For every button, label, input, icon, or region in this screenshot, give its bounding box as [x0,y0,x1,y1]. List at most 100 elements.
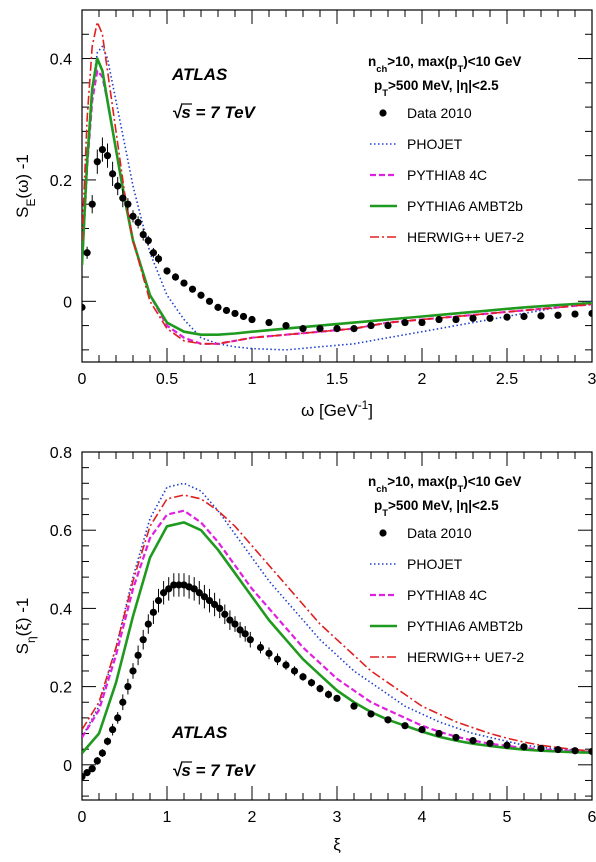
data-point [188,285,197,293]
data-point [134,218,142,227]
data-point [139,230,147,239]
data-point [503,741,511,749]
x-tick-label: 1 [248,371,257,388]
data-point [216,604,224,613]
data-point [401,722,409,730]
data-point [180,279,188,287]
data-point [401,318,409,327]
data-point [154,255,163,263]
legend-label: PYTHIA6 AMBT2b [407,198,523,214]
data-point [256,643,265,652]
data-point [231,309,239,318]
data-point [299,325,307,333]
legend-label: Data 2010 [407,525,472,541]
legend-cut-2: pT>500 MeV, |η|<2.5 [374,498,499,519]
x-tick-label: 0.5 [156,371,178,388]
data-point [103,152,112,160]
legend-label: HERWIG++ UE7-2 [407,649,524,665]
data-point [83,249,91,257]
data-point [273,655,282,663]
energy-label: √s = 7 TeV [172,103,257,122]
data-point [248,315,256,324]
data-point [299,673,307,681]
data-point [554,311,562,319]
data-point [109,726,117,734]
data-point [93,158,101,166]
panel-top: 0 0.5 1 1.5 2 2.5 3 0 0.2 0.4 ω [GeV-1] SE(ω) -1 ATL… [13,9,596,420]
data-point [367,321,375,330]
data-point [418,318,426,327]
data-point [537,744,545,752]
data-point [144,237,152,245]
data-point [139,636,147,644]
data-point [384,321,392,330]
x-tick-label: 5 [503,809,512,826]
legend-cut-1: nch>10, max(pT)<10 GeV [368,474,521,495]
x-tick-label: 1 [163,809,172,826]
data-point [190,585,198,593]
data-point [129,212,137,220]
y-tick-label: 0.2 [50,680,72,697]
data-point [418,726,426,734]
data-point [588,309,592,318]
data-point [231,620,239,628]
data-point [98,145,106,154]
experiment-label: ATLAS [171,65,228,84]
legend-cut-2: pT>500 MeV, |η|<2.5 [374,78,499,99]
data-point [211,600,219,609]
data-point [195,589,203,597]
data-point [165,585,173,593]
energy-label: √s = 7 TeV [172,761,257,780]
data-point [282,321,290,330]
data-point [88,200,96,208]
data-point [435,729,443,738]
data-point [214,303,222,311]
series-line-pythia6-ambt2b [82,57,592,336]
data-point [160,589,168,597]
y-tick-label: 0 [63,758,72,775]
x-tick-label: 2.5 [496,371,518,388]
data-point [239,312,248,321]
x-tick-label: 0 [78,371,87,388]
x-axis-label: ω [GeV-1] [301,398,373,420]
data-point [197,291,205,299]
data-point [171,273,180,281]
data-point [520,312,528,321]
series-line-pythia6-ambt2b [82,521,592,754]
legend-cut-1: nch>10, max(pT)<10 GeV [368,54,521,75]
data-point [114,182,122,190]
data-point [129,667,137,675]
experiment-label: ATLAS [171,723,228,742]
data-point [205,596,214,605]
data-point [350,702,358,710]
data-point [452,315,460,324]
data-point [226,616,234,624]
data-point [82,303,86,311]
data-point [469,736,477,745]
legend-label: PYTHIA8 4C [407,587,487,603]
x-tick-label: 4 [418,809,427,826]
data-point [469,314,477,322]
legend-label: PYTHIA8 4C [407,167,487,183]
data-point [435,315,443,324]
plot-area [82,21,592,351]
legend-marker [379,529,387,537]
x-tick-label: 3 [333,809,342,826]
data-point [246,636,254,644]
data-point [265,649,273,657]
data-point [503,313,511,321]
data-point [324,690,333,699]
legend-label: PHOJET [407,556,463,572]
data-point [134,651,142,659]
data-point [316,684,324,693]
data-point [537,312,545,320]
y-tick-label: 0 [63,294,72,311]
y-axis-label: SE(ω) -1 [13,154,38,218]
data-point [124,200,132,208]
data-point [316,325,324,333]
data-point [88,765,96,773]
data-point [486,739,494,747]
data-point [119,698,127,706]
data-point [265,318,273,327]
data-point [236,626,244,634]
